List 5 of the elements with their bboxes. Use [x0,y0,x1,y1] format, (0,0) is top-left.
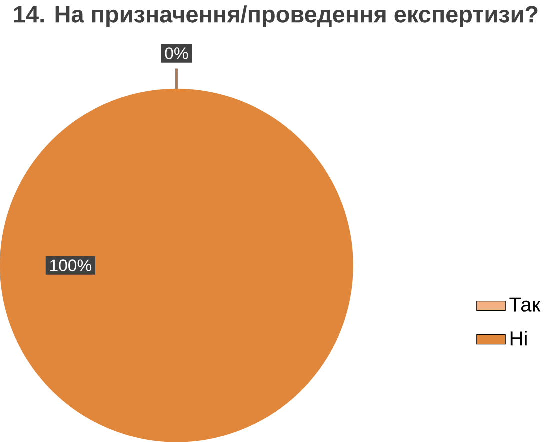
legend-label: Ні [510,330,527,346]
text: 0% [165,47,188,60]
data-label: 100% [50,260,92,272]
chart-title: 14. На призначення/проведення експертизи? [14,5,538,28]
legend-label: Так [510,298,541,312]
